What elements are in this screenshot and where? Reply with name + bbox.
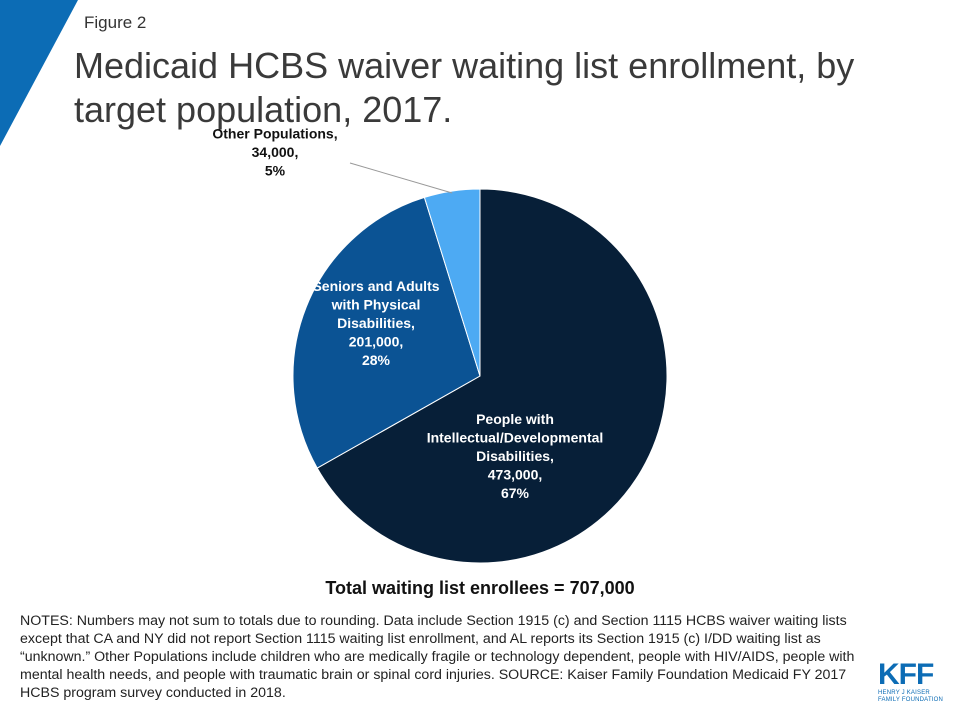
chart-title: Medicaid HCBS waiver waiting list enroll…: [74, 45, 855, 130]
corner-accent-triangle: [0, 0, 78, 146]
pie-slice-0: [316, 188, 668, 564]
slice-label-line: with Physical: [331, 297, 421, 313]
notes-text: NOTES: Numbers may not sum to totals due…: [20, 613, 855, 701]
slice-label-line: 5%: [265, 163, 286, 179]
slice-label-line: People with: [476, 411, 554, 427]
kff-subtext-line2: FAMILY FOUNDATION: [878, 697, 944, 703]
slice-label-line: Other Populations,: [212, 126, 337, 142]
slice-label-line: 28%: [362, 352, 391, 368]
slice-label-0: People with Intellectual/Developmental Dis…: [427, 411, 604, 501]
slice-label-line: 473,000,: [488, 467, 543, 483]
figure-label: Figure 2: [84, 13, 147, 32]
pie-slice-1: [292, 196, 481, 469]
slice-label-1: Seniors and Adults with Physical Disabilit…: [312, 278, 439, 368]
total-label: Total waiting list enrollees = 707,000: [325, 578, 635, 598]
slice-label-line: Disabilities,: [476, 448, 554, 464]
slice-label-line: 67%: [501, 485, 530, 501]
slice-label-2: Other Populations, 34,000, 5%: [212, 126, 337, 179]
slice-label-line: Intellectual/Developmental: [427, 430, 604, 446]
pie-slice-2: [423, 188, 481, 377]
kff-logo: KFF HENRY J KAISER FAMILY FOUNDATION: [878, 660, 948, 704]
kff-wordmark: KFF: [878, 658, 934, 691]
slice-label-line: 201,000,: [349, 334, 404, 350]
slice-label-line: Seniors and Adults: [312, 278, 439, 294]
kff-subtext-line1: HENRY J KAISER: [878, 690, 930, 696]
leader-line-2: [349, 162, 453, 194]
slice-label-line: Disabilities,: [337, 315, 415, 331]
pie-chart: People with Intellectual/Developmental Dis…: [212, 126, 668, 564]
slice-label-line: 34,000,: [252, 144, 299, 160]
